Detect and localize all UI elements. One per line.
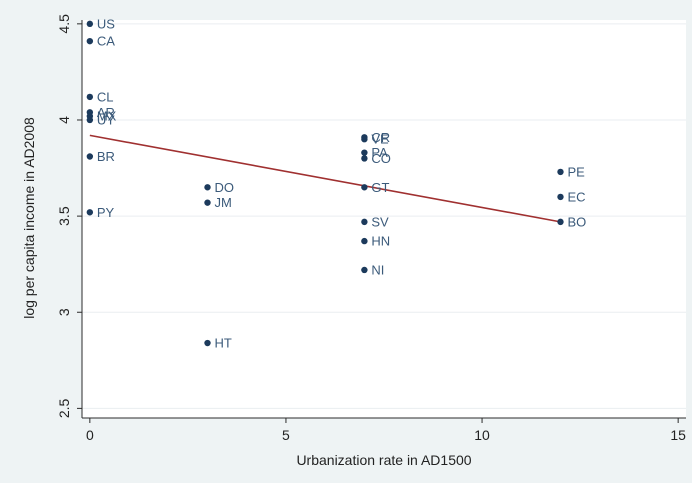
y-tick-label: 3 (56, 308, 72, 316)
data-point-py (86, 209, 94, 216)
point-label-ec: EC (567, 189, 585, 204)
y-tick-label: 3.5 (56, 206, 72, 226)
point-label-sv: SV (371, 214, 389, 229)
point-label-br: BR (97, 149, 115, 164)
point-label-hn: HN (371, 234, 390, 249)
x-axis-title: Urbanization rate in AD1500 (296, 452, 471, 468)
point-label-co: CO (371, 151, 391, 166)
data-point-bo (557, 218, 564, 226)
point-label-gt: GT (371, 180, 389, 195)
data-point-gt (361, 184, 368, 191)
x-tick-label: 10 (474, 427, 490, 443)
point-label-ca: CA (97, 34, 115, 49)
data-point-ec (557, 193, 564, 201)
data-point-ni (361, 266, 368, 274)
data-point-jm (204, 199, 211, 206)
fit-layer (89, 134, 561, 223)
data-point-co (361, 155, 368, 162)
data-point-cl (86, 93, 94, 101)
data-point-br (86, 153, 94, 160)
point-label-uy: UY (97, 112, 115, 127)
data-point-us (86, 20, 94, 28)
data-point-pa (361, 149, 368, 156)
x-tick-label: 5 (282, 427, 290, 443)
data-point-ve (361, 136, 368, 143)
point-label-ni: NI (371, 262, 384, 277)
axes-layer: 2.5 3 3.5 4 4.5 0 5 10 15 (56, 14, 686, 443)
point-label-us: US (97, 16, 115, 31)
data-point-do (204, 184, 211, 191)
point-label-ve: VE (371, 132, 389, 147)
point-label-bo: BO (567, 214, 586, 229)
data-point-sv (361, 218, 368, 226)
point-label-mx: MX (97, 109, 117, 124)
point-label-cl: CL (97, 89, 114, 104)
point-label-cr: CR (371, 130, 390, 145)
point-label-py: PY (97, 205, 115, 220)
point-label-pa: PA (371, 145, 388, 160)
y-tick-label: 4.5 (56, 14, 72, 34)
x-tick-label: 15 (670, 427, 686, 443)
plot-region (82, 20, 686, 418)
point-label-ht: HT (215, 336, 232, 351)
y-tick-label: 2.5 (56, 398, 72, 418)
fitted-line (89, 134, 561, 223)
data-point-ca (86, 37, 94, 45)
point-label-do: DO (215, 180, 235, 195)
x-tick-label: 0 (86, 427, 94, 443)
data-point-ht (204, 339, 211, 347)
point-label-jm: JM (215, 195, 232, 210)
grid-layer (82, 23, 686, 409)
point-label-pe: PE (567, 164, 585, 179)
data-point-pe (557, 168, 564, 176)
data-point-hn (361, 237, 368, 245)
point-label-ar: AR (97, 105, 115, 120)
y-tick-label: 4 (56, 116, 72, 124)
data-point-uy (86, 116, 94, 124)
y-axis-title: log per capita income in AD2008 (21, 117, 37, 319)
